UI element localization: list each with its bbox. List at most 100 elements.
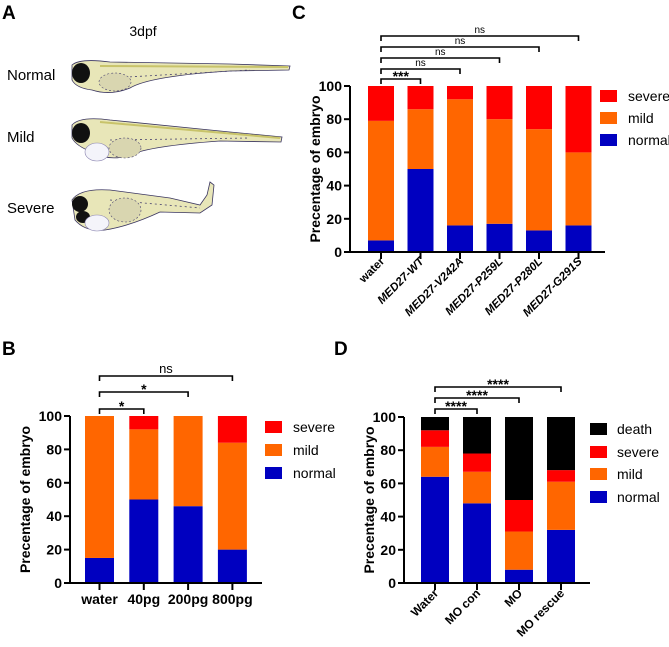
- panel-letter-b: B: [2, 339, 16, 360]
- bar-severe: [505, 500, 533, 532]
- bar-death: [505, 417, 533, 500]
- y-tick-label: 80: [380, 442, 396, 458]
- chart-b: 0 20 40 60 80 100 Precentage of embryo water 40p…: [17, 361, 336, 607]
- x-tick-label: 40pg: [127, 591, 160, 607]
- bar-severe: [368, 86, 394, 121]
- y-axis-title: Precentage of embryo: [17, 426, 33, 573]
- significance-label: ns: [455, 36, 466, 47]
- bar-death: [547, 417, 575, 471]
- bar-mild: [407, 109, 434, 169]
- panel-a-title: 3dpf: [129, 23, 156, 39]
- bar-severe: [486, 86, 513, 120]
- legend-swatch-severe: [590, 446, 607, 458]
- y-tick-label: 40: [380, 509, 396, 525]
- significance-label: ns: [435, 47, 446, 58]
- bar-normal: [421, 476, 449, 583]
- legend-label-mild: mild: [628, 110, 654, 126]
- bar-mild: [463, 471, 491, 504]
- significance-label: *: [141, 381, 147, 397]
- y-axis-title: Precentage of embryo: [307, 95, 323, 242]
- y-tick-label: 80: [326, 111, 342, 127]
- y-tick-label: 100: [39, 408, 63, 424]
- bar-mild: [565, 152, 592, 226]
- y-tick-label: 80: [46, 441, 62, 457]
- bar-severe: [421, 430, 449, 447]
- bar-mild: [526, 129, 552, 231]
- x-tick-label: MO con: [442, 586, 483, 627]
- y-tick-label: 60: [46, 475, 62, 491]
- bar-mild: [547, 481, 575, 530]
- larva-image-mild: [71, 118, 283, 162]
- y-tick-label: 100: [373, 409, 397, 425]
- legend-swatch-mild: [590, 468, 607, 480]
- y-tick-label: 100: [319, 78, 343, 94]
- bar-mild: [486, 119, 513, 224]
- larva-image-normal: [71, 60, 291, 93]
- significance-bracket: [380, 78, 422, 84]
- bar-normal: [565, 225, 592, 252]
- panel-a: A 3dpf Normal Mild Severe: [2, 3, 291, 232]
- bar-normal: [526, 230, 552, 252]
- larva-image-severe: [71, 181, 215, 232]
- legend-label-normal: normal: [617, 489, 660, 505]
- bar-severe: [407, 86, 434, 110]
- legend-label-death: death: [617, 421, 652, 437]
- bar-mild: [447, 99, 473, 226]
- legend-swatch-mild: [265, 444, 282, 456]
- legend-swatch-normal: [265, 467, 282, 479]
- bar-mild: [368, 120, 394, 241]
- legend-label-severe: severe: [293, 419, 335, 435]
- bar-severe: [565, 86, 592, 153]
- bar-normal: [547, 529, 575, 583]
- bar-mild: [217, 442, 247, 550]
- bar-normal: [447, 225, 473, 252]
- bar-normal: [505, 569, 533, 583]
- legend-label-severe: severe: [628, 88, 669, 104]
- significance-label: ***: [393, 68, 410, 84]
- bar-mild: [421, 446, 449, 477]
- legend-label-severe: severe: [617, 444, 659, 460]
- bar-severe: [447, 86, 473, 100]
- legend-swatch-severe: [600, 90, 617, 102]
- x-tick-label: Water: [408, 586, 441, 619]
- legend-swatch-death: [590, 423, 607, 435]
- y-tick-label: 0: [54, 575, 62, 591]
- significance-label: ns: [159, 361, 173, 376]
- x-tick-label: water: [80, 591, 118, 607]
- significance-bracket: [380, 35, 580, 41]
- legend-swatch-normal: [590, 491, 607, 503]
- bar-severe: [526, 86, 552, 130]
- bar-severe: [463, 453, 491, 472]
- bar-death: [463, 417, 491, 454]
- significance-bracket: [98, 391, 189, 397]
- panel-letter-d: D: [334, 339, 348, 360]
- significance-bracket: [380, 68, 461, 74]
- legend-label-mild: mild: [617, 466, 643, 482]
- legend-label-normal: normal: [628, 132, 669, 148]
- legend-label-normal: normal: [293, 465, 336, 481]
- row-label-severe: Severe: [7, 200, 55, 217]
- bar-normal: [463, 503, 491, 583]
- significance-bracket: [434, 397, 520, 403]
- y-tick-label: 0: [388, 575, 396, 591]
- bar-normal: [368, 240, 394, 252]
- y-tick-label: 60: [326, 144, 342, 160]
- panel-letter-c: C: [292, 3, 306, 24]
- significance-bracket: [434, 408, 478, 414]
- significance-bracket: [98, 408, 145, 414]
- bar-severe: [129, 416, 159, 430]
- bar-mild: [85, 416, 114, 558]
- bar-normal: [85, 557, 114, 583]
- significance-label: ****: [487, 376, 509, 392]
- row-label-mild: Mild: [7, 129, 35, 146]
- significance-label: ****: [466, 387, 488, 403]
- x-tick-label: 200pg: [168, 591, 208, 607]
- y-tick-label: 0: [334, 244, 342, 260]
- significance-bracket: [98, 375, 234, 381]
- y-tick-label: 20: [326, 211, 342, 227]
- x-tick-label: MO: [502, 586, 526, 610]
- bar-mild: [505, 531, 533, 570]
- legend-swatch-mild: [600, 112, 617, 124]
